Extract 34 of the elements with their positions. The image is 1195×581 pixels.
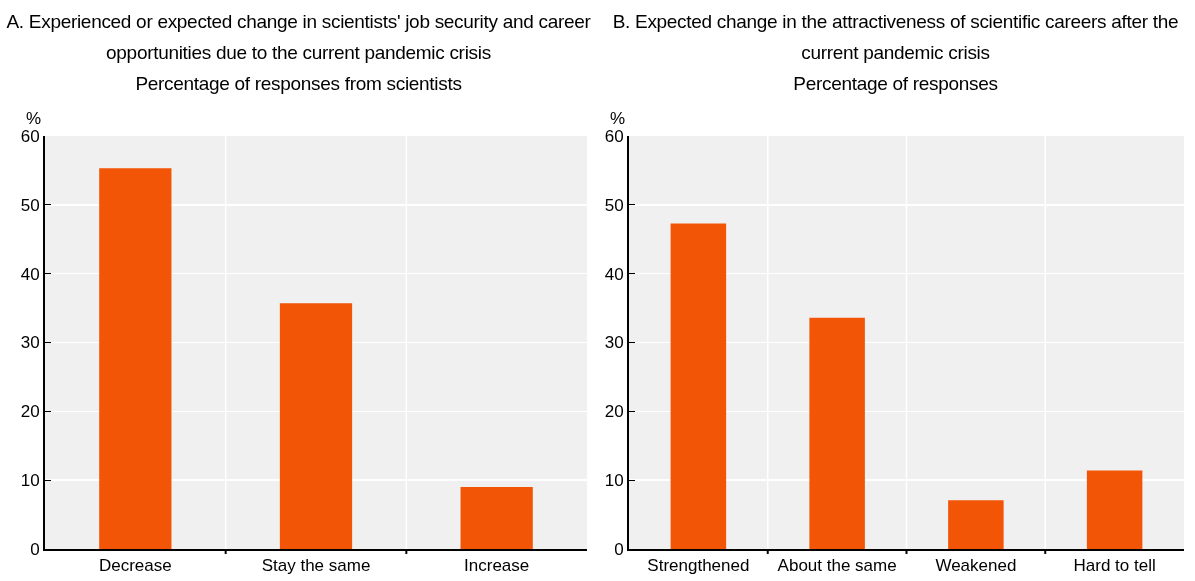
y-tick-label: 40 — [20, 264, 40, 284]
chart-title: B. Expected change in the attractiveness of scientific careers after the current pandemic crisis — [611, 10, 1180, 65]
x-tick-label: Decrease — [98, 556, 172, 576]
chart-subtitle: Percentage of responses — [792, 72, 999, 96]
x-tick-label: About the same — [777, 556, 897, 576]
y-tick-label: 50 — [604, 195, 624, 215]
y-tick-label: 10 — [604, 471, 624, 491]
y-tick-label: 0 — [614, 539, 624, 559]
x-tick-label: Stay the same — [261, 556, 371, 576]
bar — [948, 500, 1004, 549]
x-tick-label: Increase — [464, 556, 530, 576]
y-tick-label: 0 — [30, 539, 40, 559]
x-tick-label: Strengthened — [647, 556, 750, 576]
y-axis-title: % — [26, 109, 42, 128]
y-axis-title: % — [610, 109, 626, 128]
x-tick-label: Hard to tell — [1073, 556, 1156, 576]
y-tick-label: 10 — [20, 471, 40, 491]
y-tick-label: 20 — [604, 402, 624, 422]
y-tick-label: 60 — [604, 126, 624, 146]
chart-subtitle: Percentage of responses from scientists — [134, 72, 463, 96]
y-tick-label: 30 — [604, 333, 624, 353]
x-tick-label: Weakened — [935, 556, 1017, 576]
y-tick-label: 40 — [604, 264, 624, 284]
chart-title: A. Experienced or expected change in scientists' job security and career opportunities due to the current pandemic crisis — [5, 10, 592, 65]
y-tick-label: 60 — [20, 126, 40, 146]
bar — [460, 487, 533, 549]
bar — [670, 223, 727, 549]
bar — [99, 168, 172, 549]
bar — [809, 317, 865, 549]
y-tick-label: 30 — [20, 333, 40, 353]
y-tick-label: 50 — [20, 195, 40, 215]
y-tick-label: 20 — [20, 402, 40, 422]
bar — [279, 303, 353, 549]
bar — [1086, 470, 1143, 549]
